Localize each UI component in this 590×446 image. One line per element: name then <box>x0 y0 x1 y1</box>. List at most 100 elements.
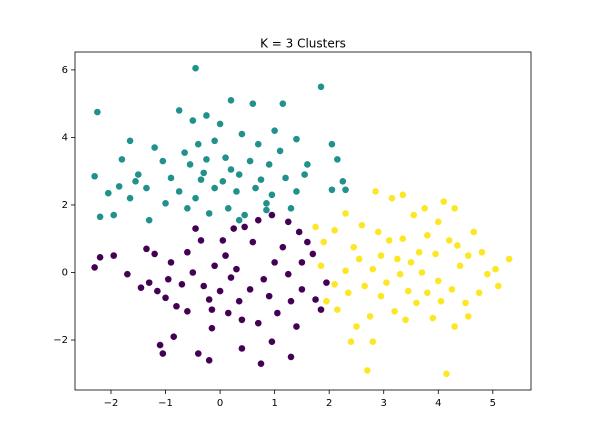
x-tick-label: 5 <box>490 398 496 409</box>
axes-frame <box>74 51 532 391</box>
data-point <box>216 120 224 128</box>
data-point <box>475 289 483 297</box>
data-point <box>434 277 442 285</box>
data-point <box>494 282 502 290</box>
data-point <box>200 282 208 290</box>
data-point <box>399 191 407 199</box>
data-point <box>287 297 295 305</box>
data-point <box>186 161 194 168</box>
data-point <box>222 154 229 161</box>
data-point <box>287 353 295 361</box>
data-point <box>323 279 330 286</box>
data-point <box>470 228 478 236</box>
y-tick-label: 6 <box>62 65 68 76</box>
data-point <box>276 147 284 155</box>
data-point <box>424 232 431 239</box>
data-point <box>224 309 232 317</box>
data-point <box>254 140 262 148</box>
data-point <box>448 286 456 293</box>
data-point <box>293 323 300 330</box>
data-point <box>197 176 205 183</box>
x-tick-label: −2 <box>104 398 119 409</box>
data-point <box>265 161 273 168</box>
data-point <box>178 281 186 288</box>
x-tick-label: 3 <box>381 398 387 409</box>
data-point <box>372 188 379 195</box>
data-point <box>317 262 325 270</box>
y-tick-label: 2 <box>62 200 68 211</box>
data-point <box>238 345 246 352</box>
data-point <box>402 316 409 324</box>
data-point <box>369 265 377 273</box>
data-point <box>279 243 287 251</box>
data-point <box>268 191 276 199</box>
data-point <box>478 248 486 256</box>
data-point <box>189 269 197 276</box>
x-tick-label: 0 <box>217 398 223 409</box>
data-point <box>208 306 216 313</box>
data-point <box>347 338 355 346</box>
data-point <box>331 226 338 234</box>
data-point <box>350 243 358 251</box>
data-point <box>274 309 281 317</box>
data-point <box>279 100 287 107</box>
data-point <box>312 296 319 303</box>
data-point <box>173 302 180 310</box>
data-point <box>284 218 292 226</box>
data-point <box>301 171 308 178</box>
data-point <box>184 205 191 212</box>
data-point <box>224 205 232 212</box>
data-point <box>309 250 317 258</box>
data-point <box>320 238 328 246</box>
data-point <box>304 238 311 246</box>
data-point <box>91 172 98 180</box>
data-point <box>205 296 213 303</box>
data-point <box>181 149 188 156</box>
data-point <box>227 274 235 281</box>
data-point <box>216 287 224 295</box>
data-point <box>143 184 150 192</box>
data-point <box>361 282 368 290</box>
data-point <box>194 140 202 148</box>
data-point <box>96 253 104 261</box>
data-point <box>194 350 202 357</box>
data-point <box>456 262 464 270</box>
data-point <box>249 238 257 246</box>
data-point <box>189 117 197 124</box>
data-point <box>162 199 169 207</box>
data-point <box>104 189 112 197</box>
data-point <box>192 194 199 202</box>
data-point <box>284 270 292 278</box>
data-point <box>454 242 461 249</box>
data-point <box>241 211 248 219</box>
data-point <box>132 178 139 185</box>
data-point <box>271 259 278 266</box>
data-point <box>134 171 142 178</box>
data-point <box>235 216 243 224</box>
data-point <box>344 289 352 297</box>
data-point <box>137 284 145 291</box>
data-point <box>162 294 169 302</box>
data-point <box>254 319 262 327</box>
data-point <box>156 341 164 349</box>
y-tick-label: 0 <box>62 267 68 278</box>
data-point <box>219 178 227 185</box>
data-point <box>451 205 458 212</box>
data-point <box>260 275 268 283</box>
data-point <box>145 216 153 224</box>
data-point <box>184 248 191 256</box>
y-tick-label: 4 <box>62 132 68 143</box>
data-point <box>145 279 153 286</box>
data-point <box>167 259 175 266</box>
data-point <box>94 108 101 116</box>
data-point <box>385 237 393 244</box>
data-point <box>227 96 235 104</box>
data-point <box>167 174 175 182</box>
data-point <box>407 259 415 266</box>
data-point <box>353 323 360 330</box>
data-point <box>415 248 423 256</box>
data-point <box>257 360 265 367</box>
data-point <box>211 262 218 270</box>
data-point <box>203 156 210 163</box>
